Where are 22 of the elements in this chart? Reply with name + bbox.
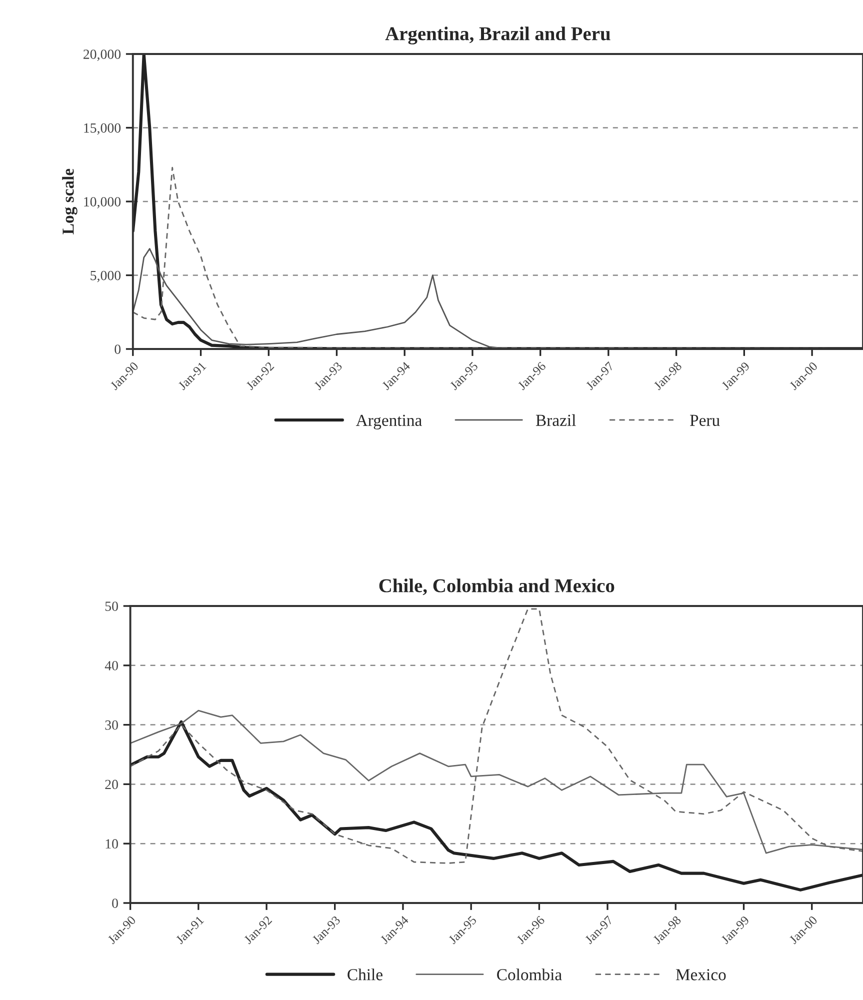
legend-label: Argentina xyxy=(356,414,422,430)
y-tick-label: 10 xyxy=(106,839,118,849)
y-tick-label: 0 xyxy=(114,344,121,354)
y-tick-label: 20 xyxy=(105,780,118,790)
y-tick-label: 40 xyxy=(104,660,118,670)
y-tick-label: 20,000 xyxy=(84,50,121,61)
legend-label: Brazil xyxy=(536,414,576,426)
legend-label: Colombia xyxy=(497,968,562,980)
line-series xyxy=(130,720,863,892)
chart-title: Argentina, Brazil and Peru xyxy=(385,26,610,44)
y-axis-title: Log scale xyxy=(62,168,78,234)
y-tick-label: 30 xyxy=(105,720,118,730)
legend-label: Peru xyxy=(690,414,720,426)
chart-title: Chile, Colombia and Mexico xyxy=(379,578,614,596)
y-tick-label: 0 xyxy=(112,898,118,908)
y-tick-label: 10,000 xyxy=(84,197,121,208)
legend-label: Chile xyxy=(348,968,382,980)
y-tick-label: 50 xyxy=(105,602,118,611)
y-tick-label: 5,000 xyxy=(90,270,121,282)
y-tick-label: 15,000 xyxy=(84,123,121,135)
legend-label: Mexico xyxy=(676,969,726,980)
line-series xyxy=(132,54,863,349)
